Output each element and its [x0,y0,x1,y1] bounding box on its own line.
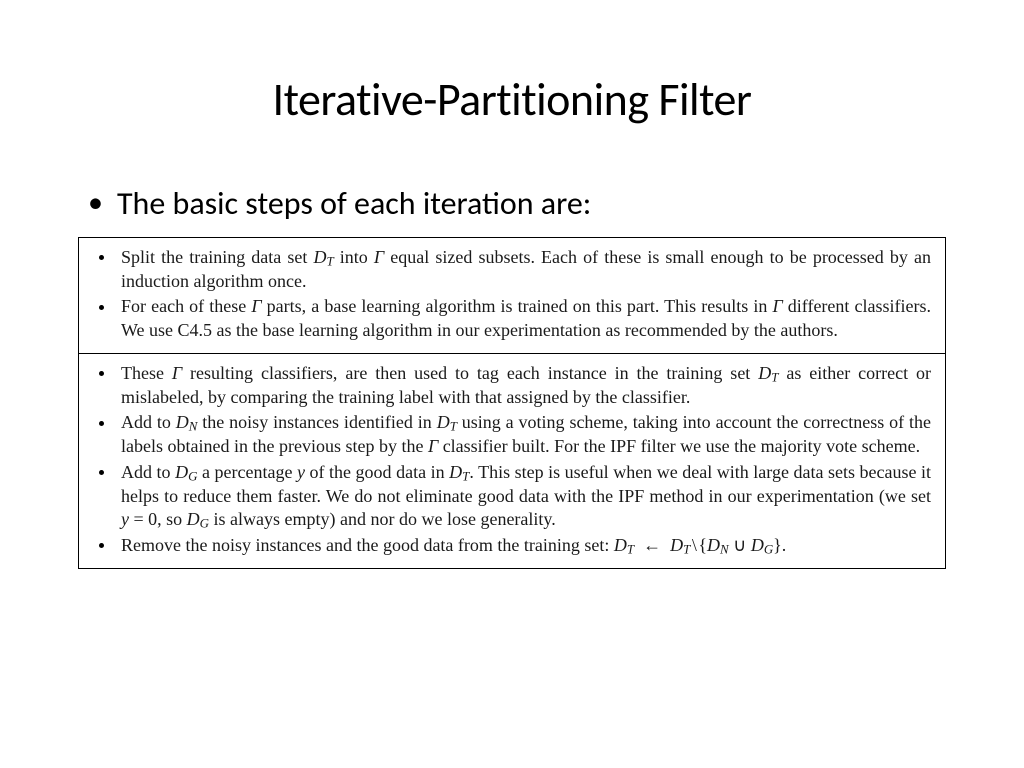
list-item: For each of these Γ parts, a base learni… [117,295,931,343]
bullet-icon: • [88,188,103,218]
slide: Iterative-Partitioning Filter • The basi… [0,72,1024,768]
list-item: Split the training data set DT into Γ eq… [117,246,931,294]
list-item: Add to DN the noisy instances identified… [117,411,931,459]
list-item: These Γ resulting classifiers, are then … [117,362,931,410]
box-2: These Γ resulting classifiers, are then … [78,354,946,569]
slide-title: Iterative-Partitioning Filter [0,72,1024,128]
box-1: Split the training data set DT into Γ eq… [78,237,946,354]
list-item: Remove the noisy instances and the good … [117,534,931,558]
intro-section: • The basic steps of each iteration are: [88,186,964,223]
algorithm-boxes: Split the training data set DT into Γ eq… [78,237,946,569]
list-item: Add to DG a percentage y of the good dat… [117,461,931,532]
intro-text: The basic steps of each iteration are: [117,186,591,223]
